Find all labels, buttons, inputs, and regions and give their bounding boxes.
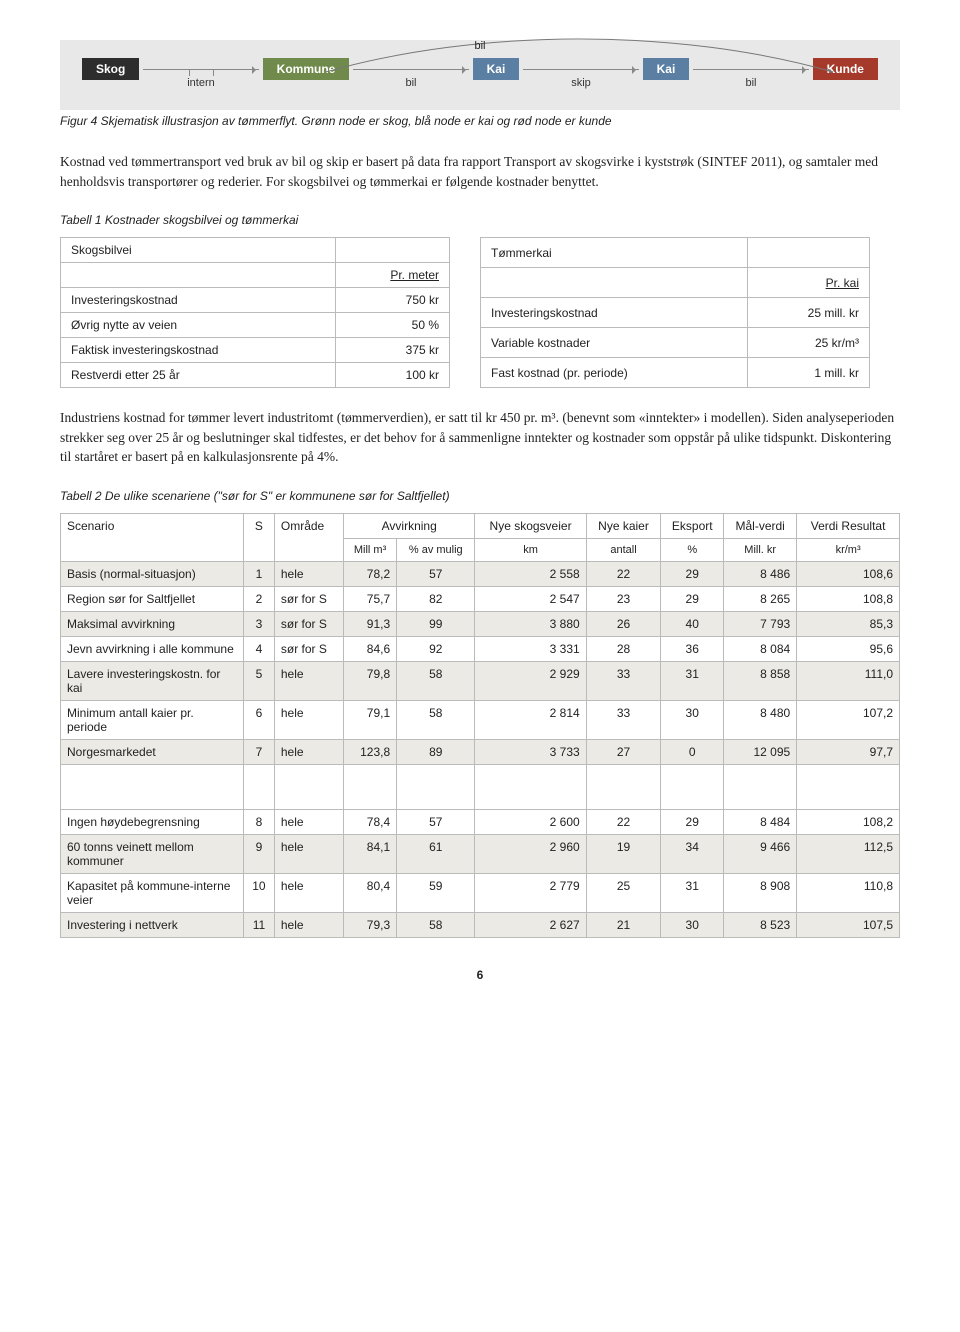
t1a-cell: Restverdi etter 25 år <box>61 363 336 388</box>
table-row: Jevn avvirkning i alle kommune4sør for S… <box>61 636 900 661</box>
arrow: intern <box>143 69 258 70</box>
table-skogsbilvei: SkogsbilveiPr. meterInvesteringskostnad7… <box>60 237 450 388</box>
arrow: skip <box>523 69 638 70</box>
table-row: 60 tonns veinett mellom kommuner9hele 84… <box>61 834 900 873</box>
table-row: Lavere investeringskostn. for kai5hele 7… <box>61 661 900 700</box>
segment-label: bil <box>745 77 756 89</box>
table1-caption: Tabell 1 Kostnader skogsbilvei og tømmer… <box>60 213 900 227</box>
t1b-val: 25 mill. kr <box>747 298 869 328</box>
table-row: Ingen høydebegrensning8hele 78,4572 600 … <box>61 809 900 834</box>
arc-label: bil <box>474 40 485 52</box>
table-scenarios: Scenario S Område Avvirkning Nye skogsve… <box>60 513 900 938</box>
t1a-val: 375 kr <box>336 338 450 363</box>
table2-caption: Tabell 2 De ulike scenariene ("sør for S… <box>60 489 900 503</box>
table1-pair: SkogsbilveiPr. meterInvesteringskostnad7… <box>60 237 900 388</box>
table-row: Minimum antall kaier pr. periode6hele 79… <box>61 700 900 739</box>
t1a-cell: Øvrig nytte av veien <box>61 313 336 338</box>
table-row: Kapasitet på kommune-interne veier10hele… <box>61 873 900 912</box>
paragraph-2: Industriens kostnad for tømmer levert in… <box>60 408 900 467</box>
paragraph-1: Kostnad ved tømmertransport ved bruk av … <box>60 152 900 191</box>
arrow: bil <box>693 69 808 70</box>
t1b-title: Tømmerkai <box>481 238 748 268</box>
t1a-title: Skogsbilvei <box>61 238 336 263</box>
segment-label: intern <box>187 77 215 89</box>
flow-diagram: bil SkoginternKommunebilKaiskipKaibilKun… <box>60 40 900 110</box>
t1b-cell: Fast kostnad (pr. periode) <box>481 358 748 388</box>
segment-label: bil <box>405 77 416 89</box>
t1b-val: 1 mill. kr <box>747 358 869 388</box>
t1b-cell: Variable kostnader <box>481 328 748 358</box>
segment-label: skip <box>571 77 591 89</box>
arrow: bil <box>353 69 468 70</box>
figure-caption: Figur 4 Skjematisk illustrasjon av tømme… <box>60 114 900 128</box>
table-row: Investering i nettverk11hele 79,3582 627… <box>61 912 900 937</box>
page-number: 6 <box>60 968 900 982</box>
flow-row: bil SkoginternKommunebilKaiskipKaibilKun… <box>82 58 878 80</box>
t1a-val: 750 kr <box>336 288 450 313</box>
t1a-val: 50 % <box>336 313 450 338</box>
table-row: Norgesmarkedet7hele 123,8893 733 27012 0… <box>61 739 900 764</box>
t1a-cell: Investeringskostnad <box>61 288 336 313</box>
t1a-val: 100 kr <box>336 363 450 388</box>
t1a-unit: Pr. meter <box>336 263 450 288</box>
table-row: Region sør for Saltfjellet2sør for S 75,… <box>61 586 900 611</box>
t1b-cell: Investeringskostnad <box>481 298 748 328</box>
t1b-val: 25 kr/m³ <box>747 328 869 358</box>
table-row: Maksimal avvirkning3sør for S 91,3993 88… <box>61 611 900 636</box>
t1a-cell: Faktisk investeringskostnad <box>61 338 336 363</box>
table-row: Basis (normal-situasjon)1hele 78,2572 55… <box>61 561 900 586</box>
table-tommerkai: TømmerkaiPr. kaiInvesteringskostnad25 mi… <box>480 237 870 388</box>
t1b-unit: Pr. kai <box>747 268 869 298</box>
